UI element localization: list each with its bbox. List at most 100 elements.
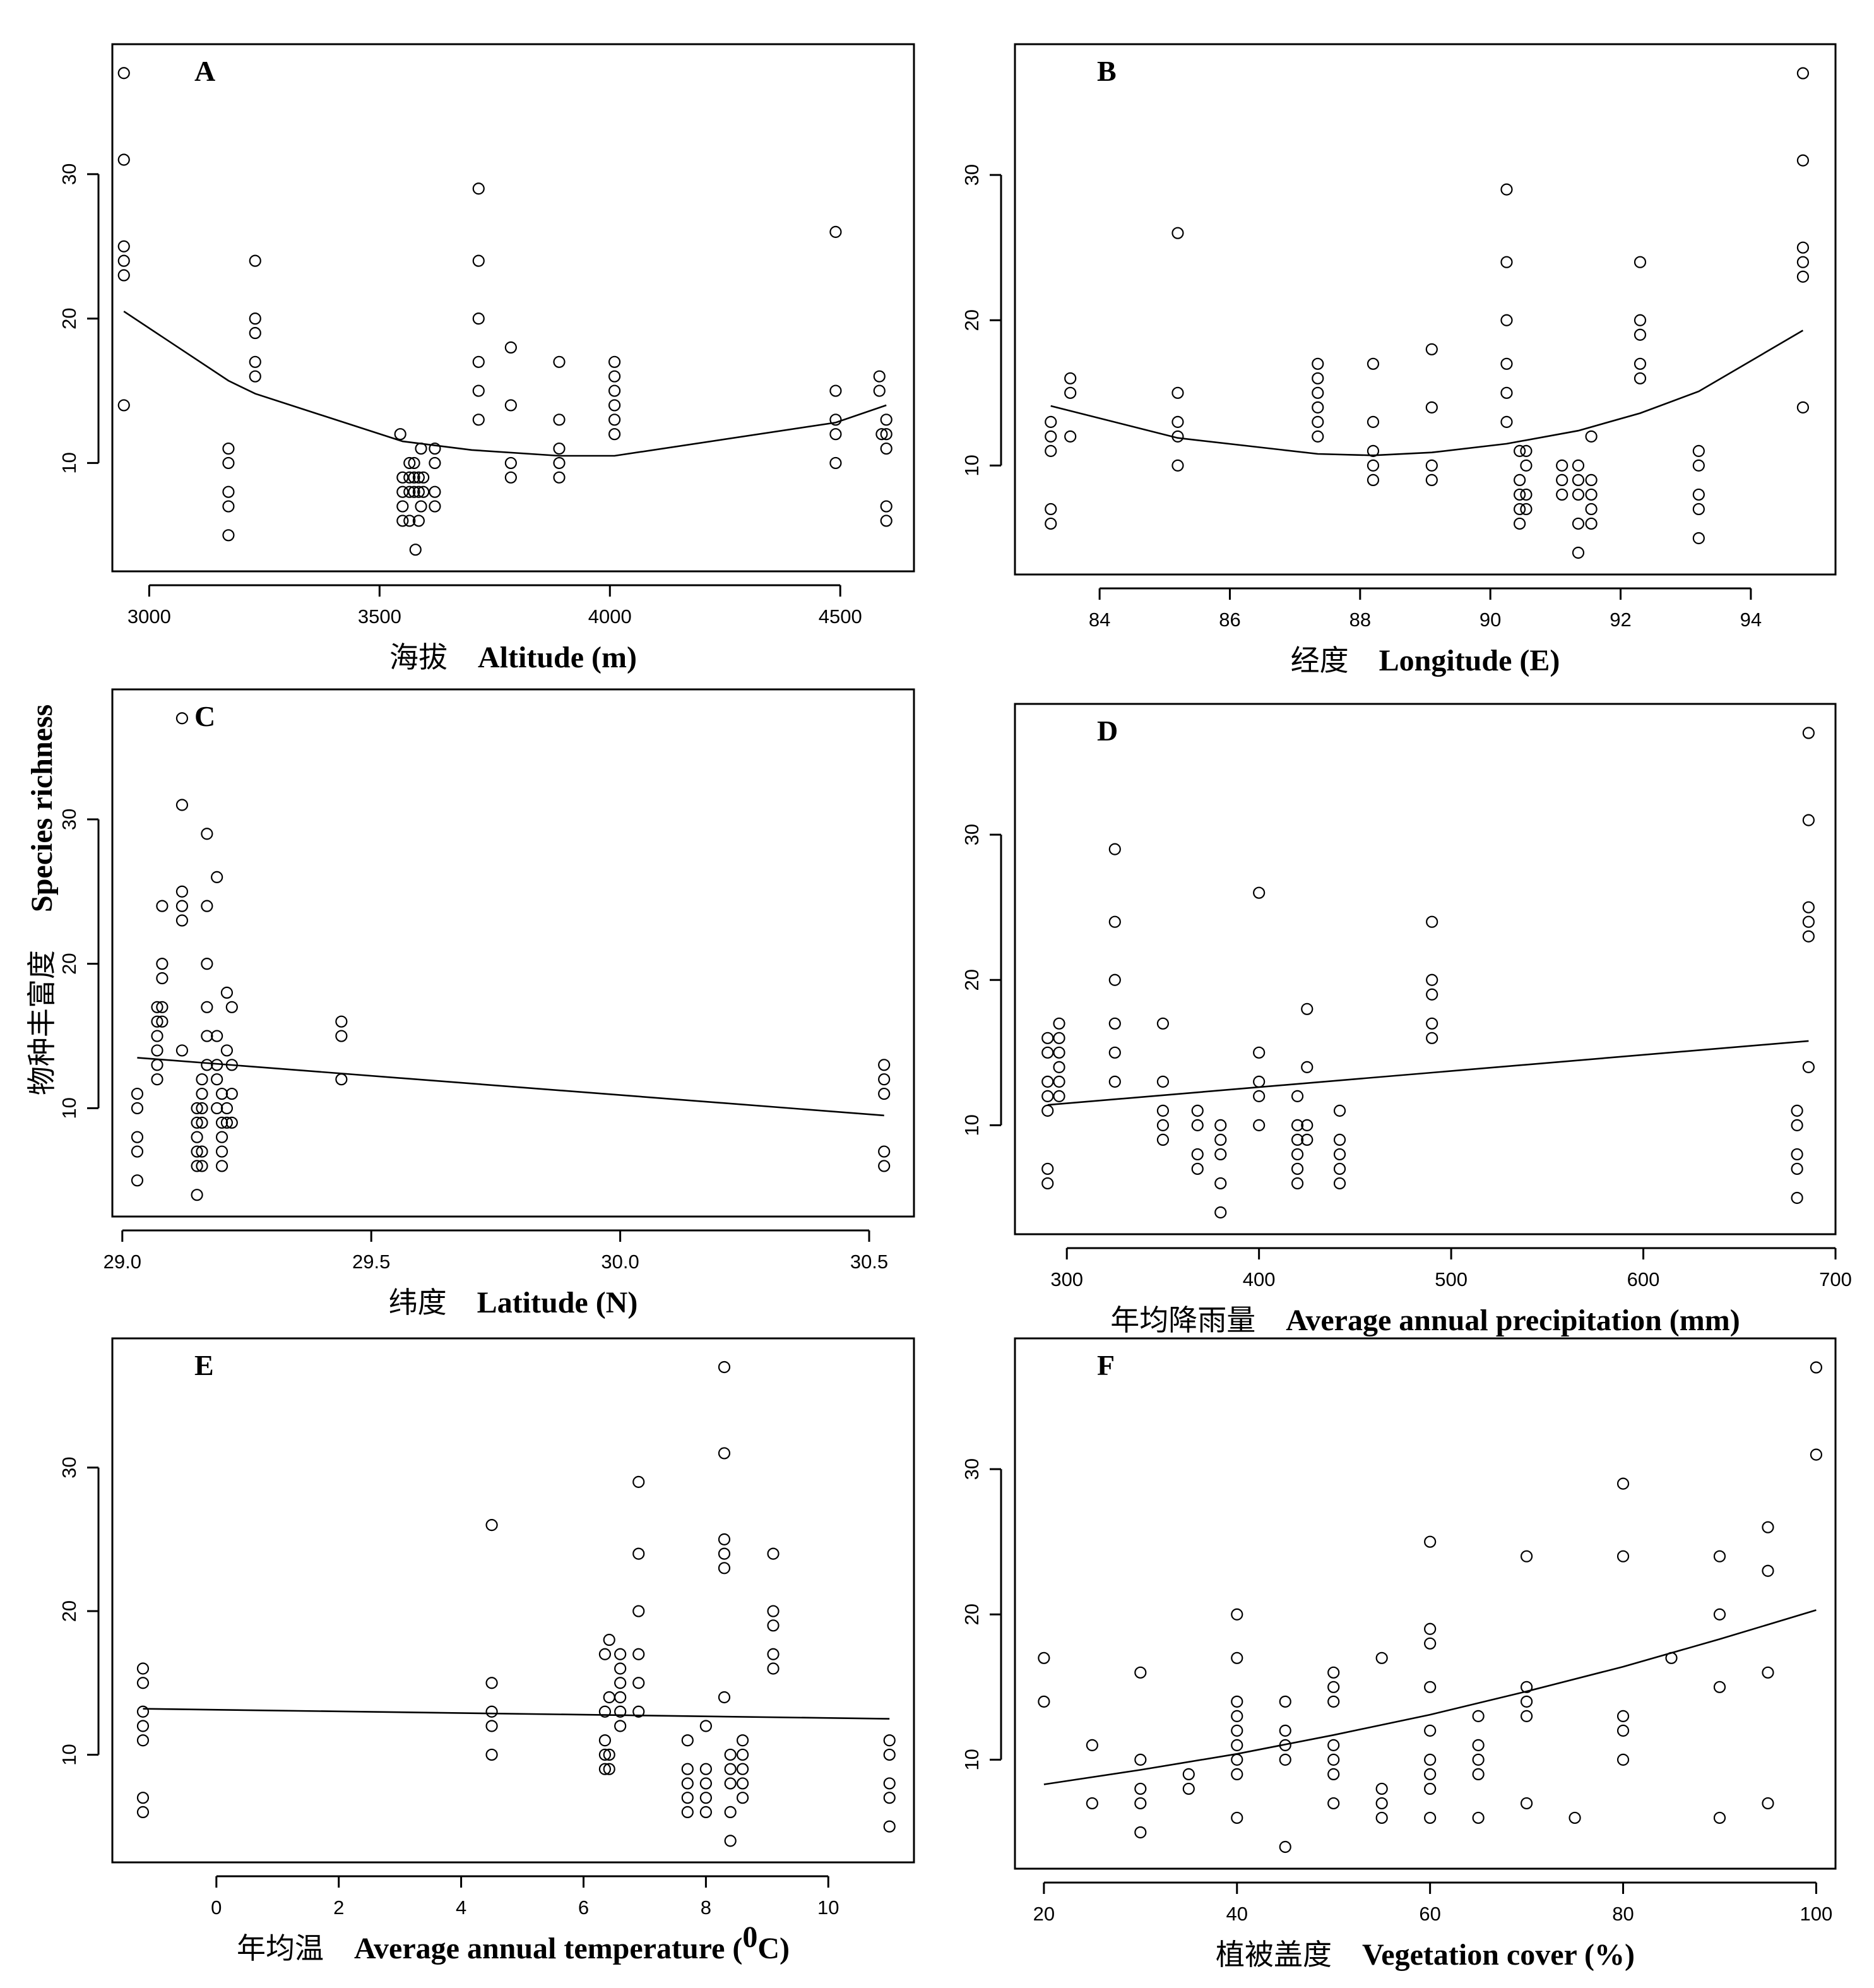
data-point bbox=[408, 485, 420, 498]
data-point bbox=[1291, 1162, 1304, 1176]
data-point bbox=[1312, 430, 1324, 443]
x-axis-title-chinese: 年均温 bbox=[237, 1931, 324, 1965]
data-point bbox=[1796, 67, 1810, 80]
plot-frame bbox=[111, 43, 915, 573]
data-point bbox=[829, 414, 842, 426]
data-point bbox=[608, 399, 621, 412]
data-point bbox=[412, 471, 425, 484]
data-point bbox=[117, 254, 130, 267]
data-point bbox=[878, 1145, 891, 1158]
x-tick-label: 10 bbox=[817, 1896, 839, 1919]
data-point bbox=[1134, 1666, 1147, 1679]
data-point bbox=[191, 1102, 203, 1115]
data-point bbox=[1367, 444, 1380, 457]
data-point bbox=[553, 456, 566, 470]
data-point bbox=[196, 1116, 208, 1129]
data-point bbox=[724, 1835, 737, 1847]
data-point bbox=[614, 1720, 627, 1732]
data-point bbox=[553, 414, 566, 426]
data-point bbox=[1425, 459, 1438, 472]
data-point bbox=[131, 1174, 144, 1187]
y-tick-label: 30 bbox=[961, 824, 983, 845]
data-point bbox=[225, 1001, 238, 1013]
plot-frame bbox=[1014, 43, 1837, 576]
data-point bbox=[249, 326, 261, 340]
x-axis-title: 经度 Longitude (E) bbox=[1291, 643, 1560, 677]
data-point bbox=[1500, 183, 1513, 196]
data-point bbox=[883, 1748, 896, 1761]
data-point bbox=[1053, 1075, 1065, 1088]
y-tick-label: 20 bbox=[961, 309, 983, 331]
data-point bbox=[472, 355, 485, 368]
data-point bbox=[220, 1044, 234, 1057]
data-point bbox=[1253, 1075, 1266, 1088]
x-axis-title-english: Average annual precipitation (mm) bbox=[1286, 1304, 1740, 1337]
data-point bbox=[211, 1073, 223, 1086]
data-point bbox=[1327, 1768, 1340, 1781]
data-point bbox=[1585, 430, 1598, 443]
fitted-curve bbox=[123, 311, 887, 457]
data-point bbox=[1291, 1177, 1304, 1190]
data-point bbox=[156, 1015, 169, 1028]
data-point bbox=[429, 500, 441, 513]
data-point bbox=[1762, 1797, 1774, 1810]
data-point bbox=[151, 1001, 163, 1013]
x-tick-label: 20 bbox=[1033, 1903, 1055, 1925]
data-point bbox=[1191, 1148, 1204, 1161]
data-point bbox=[681, 1763, 694, 1775]
data-point bbox=[1585, 473, 1598, 487]
plot-frame bbox=[111, 1337, 915, 1864]
data-point bbox=[220, 986, 234, 999]
data-point bbox=[485, 1519, 498, 1532]
data-point bbox=[408, 456, 420, 470]
data-point bbox=[1291, 1133, 1304, 1146]
data-point bbox=[1045, 444, 1057, 457]
data-point bbox=[1231, 1652, 1243, 1664]
data-point bbox=[1327, 1797, 1340, 1810]
data-point bbox=[396, 500, 409, 513]
data-point bbox=[608, 414, 621, 426]
data-point bbox=[1108, 1017, 1121, 1030]
x-tick-label: 29.0 bbox=[104, 1251, 141, 1273]
data-point bbox=[417, 485, 430, 498]
data-point bbox=[429, 456, 441, 470]
data-point bbox=[1182, 1768, 1195, 1781]
y-tick-label: 30 bbox=[58, 164, 80, 185]
data-point bbox=[201, 900, 213, 912]
data-point bbox=[632, 1475, 645, 1488]
data-point bbox=[1810, 1448, 1823, 1461]
data-point bbox=[211, 1030, 223, 1042]
data-point bbox=[1572, 488, 1585, 501]
y-tick-label: 20 bbox=[961, 969, 983, 991]
data-point bbox=[767, 1648, 780, 1660]
data-points bbox=[1038, 1361, 1823, 1854]
y-tick-label: 30 bbox=[961, 164, 983, 186]
data-point bbox=[699, 1777, 712, 1790]
data-point bbox=[1214, 1119, 1227, 1131]
data-point bbox=[1796, 401, 1810, 414]
x-tick-label: 94 bbox=[1740, 609, 1762, 631]
data-point bbox=[1424, 1811, 1437, 1824]
data-point bbox=[603, 1691, 615, 1704]
x-tick-label: 40 bbox=[1226, 1903, 1248, 1925]
data-point bbox=[201, 1030, 213, 1042]
data-point bbox=[598, 1705, 612, 1718]
data-point bbox=[175, 712, 189, 725]
x-axis-title-english: Vegetation cover (%) bbox=[1362, 1938, 1635, 1972]
data-point bbox=[1616, 1753, 1630, 1766]
data-point bbox=[1214, 1177, 1227, 1190]
data-point bbox=[1514, 488, 1526, 501]
data-point bbox=[156, 1001, 169, 1013]
x-tick-label: 29.5 bbox=[352, 1251, 390, 1273]
y-axis-title-english: Species richness bbox=[25, 705, 59, 912]
data-point bbox=[1108, 1075, 1121, 1088]
data-point bbox=[1472, 1768, 1485, 1781]
data-point bbox=[1064, 430, 1077, 443]
data-point bbox=[394, 428, 406, 441]
data-point bbox=[335, 1015, 348, 1028]
data-point bbox=[1134, 1782, 1147, 1795]
data-point bbox=[211, 1102, 223, 1115]
data-points bbox=[1045, 67, 1810, 559]
data-point bbox=[396, 515, 409, 527]
data-point bbox=[603, 1763, 615, 1775]
